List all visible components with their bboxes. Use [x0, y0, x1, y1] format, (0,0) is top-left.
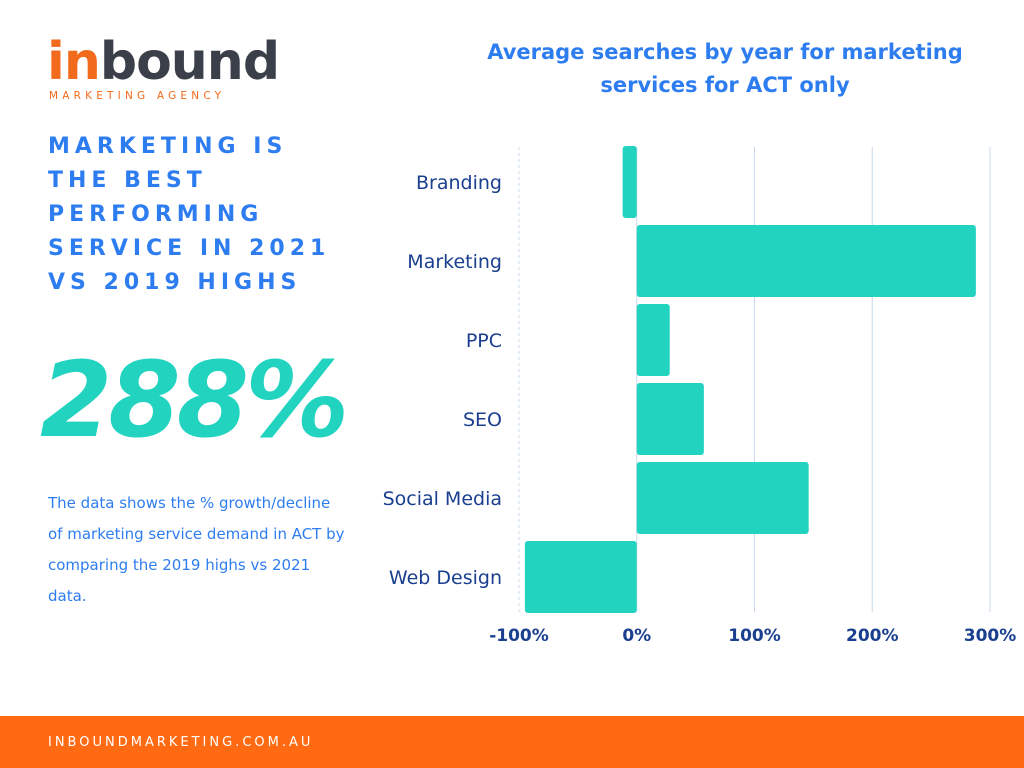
chart-title: Average searches by year for marketing s… — [487, 40, 963, 97]
footer-url: INBOUNDMARKETING.COM.AU — [48, 735, 314, 750]
bar-4 — [636, 462, 809, 534]
logo-word-in: in — [47, 32, 101, 92]
category-label-5: Web Design — [389, 567, 502, 589]
tick-label-4: 300% — [964, 626, 1017, 646]
category-label-3: SEO — [463, 409, 502, 431]
tick-label-0: -100% — [489, 626, 549, 646]
footer: INBOUNDMARKETING.COM.AU — [0, 716, 1024, 768]
category-label-1: Marketing — [407, 251, 502, 273]
category-label-2: PPC — [466, 330, 502, 352]
bar-1 — [636, 225, 976, 297]
bar-5 — [524, 541, 637, 613]
bar-2 — [636, 304, 670, 376]
logo-word-bound: bound — [99, 32, 280, 92]
logo-tagline: MARKETING AGENCY — [49, 90, 226, 102]
description: The data shows the % growth/decline of m… — [48, 494, 345, 605]
category-label-4: Social Media — [383, 488, 502, 510]
company-logo: inbound MARKETING AGENCY — [47, 34, 280, 106]
bar-0 — [622, 146, 637, 218]
tick-label-2: 100% — [728, 626, 781, 646]
logo-wordmark: inbound — [47, 32, 280, 92]
bar-chart: Branding Marketing PPC SEO Social Media Web … — [383, 146, 1017, 646]
big-stat: 288% — [40, 339, 349, 461]
tick-label-3: 200% — [846, 626, 899, 646]
category-label-0: Branding — [416, 172, 502, 194]
tick-label-1: 0% — [622, 626, 651, 646]
bar-3 — [636, 383, 704, 455]
headline: MARKETING IS THE BEST PERFORMING SERVICE… — [48, 134, 331, 295]
